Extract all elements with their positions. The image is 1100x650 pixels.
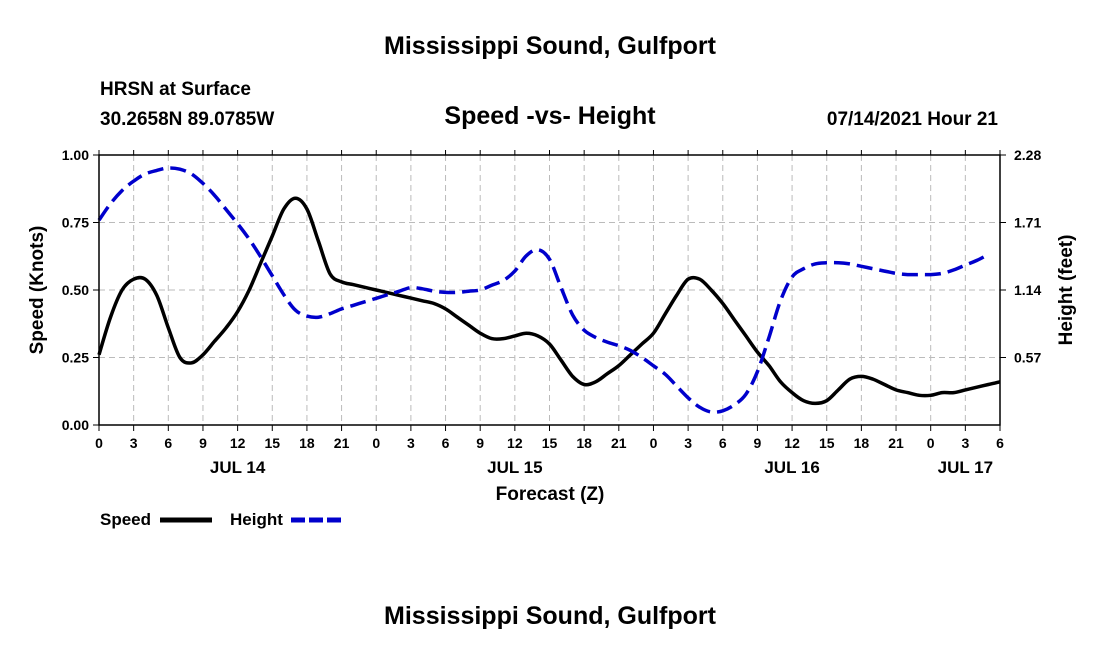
x-tick-label: 3 [407,435,415,451]
page-title: Mississippi Sound, Gulfport [384,32,717,60]
x-tick-label: 0 [372,435,380,451]
x-tick-label: 18 [854,435,870,451]
x-tick-label: 15 [542,435,558,451]
x-tick-label: 21 [334,435,350,451]
legend-speed-label: Speed [100,510,151,529]
station-label: HRSN at Surface [100,79,251,100]
x-tick-label: 3 [684,435,692,451]
x-tick-label: 12 [230,435,246,451]
x-tick-label: 9 [476,435,484,451]
x-tick-label: 15 [264,435,280,451]
date-label: JUL 14 [210,458,266,477]
x-tick-label: 3 [130,435,138,451]
legend-height-label: Height [230,510,283,529]
y2-tick-label: 0.57 [1014,350,1041,366]
x-tick-label: 0 [650,435,658,451]
x-tick-label: 6 [996,435,1004,451]
x-axis-label: Forecast (Z) [496,484,605,505]
y-tick-label: 0.50 [62,282,89,298]
y2-axis-label: Height (feet) [1056,235,1077,346]
x-tick-label: 0 [95,435,103,451]
y2-tick-label: 2.28 [1014,147,1041,163]
series-line-speed [97,196,1001,406]
series-line-height [97,166,990,414]
x-tick-label: 6 [164,435,172,451]
series-lines [97,166,1001,414]
x-tick-label: 18 [299,435,315,451]
y2-tick-label: 1.14 [1014,282,1041,298]
y-tick-label: 0.25 [62,350,89,366]
x-tick-label: 15 [819,435,835,451]
date-label: JUL 15 [487,458,542,477]
date-label: JUL 17 [938,458,993,477]
coordinates-label: 30.2658N 89.0785W [100,109,274,130]
y2-tick-label: 1.71 [1014,215,1041,231]
x-tick-label: 12 [507,435,523,451]
x-tick-label: 0 [927,435,935,451]
x-tick-label: 3 [961,435,969,451]
x-tick-label: 9 [754,435,762,451]
y-tick-label: 0.75 [62,215,89,231]
chart-title: Speed -vs- Height [444,102,656,130]
datetime-label: 07/14/2021 Hour 21 [827,109,999,130]
footer-title: Mississippi Sound, Gulfport [384,602,717,630]
y-tick-label: 0.00 [62,417,89,433]
y-tick-label: 1.00 [62,147,89,163]
x-tick-label: 21 [611,435,627,451]
x-tick-label: 12 [784,435,800,451]
axis-ticks: 0 3 6 9 12 15 18 21 0 3 6 9 12 15 18 21 0 3 6 9 12 15 18 21 0 3 6J… [62,147,1042,477]
x-tick-label: 21 [888,435,904,451]
y-axis-label: Speed (Knots) [27,226,48,355]
x-tick-label: 9 [199,435,207,451]
legend: Speed Height [100,510,343,529]
date-label: JUL 16 [764,458,819,477]
grid-lines [99,155,1000,425]
x-tick-label: 6 [719,435,727,451]
x-tick-label: 18 [576,435,592,451]
x-tick-label: 6 [442,435,450,451]
